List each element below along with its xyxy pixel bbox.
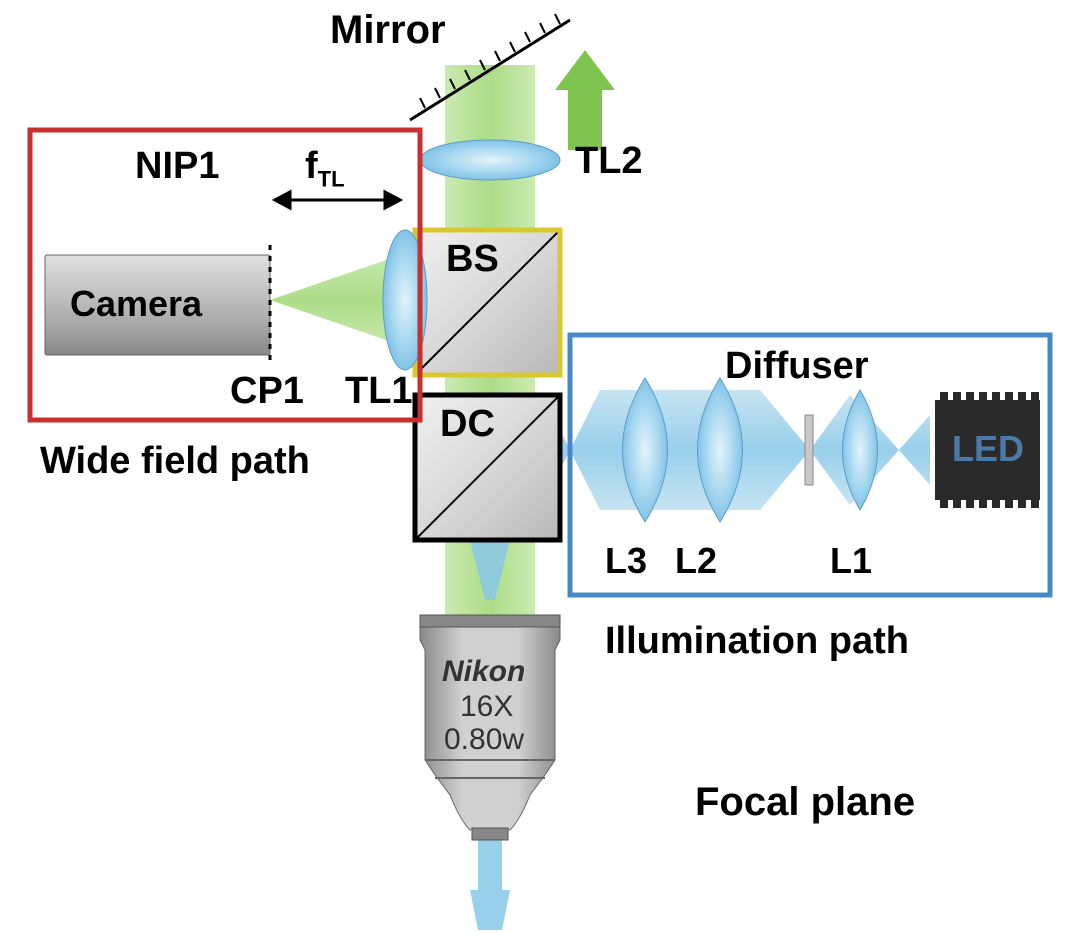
bs-label: BS <box>446 238 499 281</box>
diffuser-label: Diffuser <box>725 345 869 388</box>
tl2-label: TL2 <box>575 140 643 183</box>
tl1-label: TL1 <box>345 370 413 413</box>
camera-label: Camera <box>70 283 202 325</box>
dc-label: DC <box>440 403 495 446</box>
green-arrow-up <box>555 50 615 150</box>
l2-label: L2 <box>675 540 717 582</box>
illumination-label: Illumination path <box>605 620 909 663</box>
nip1-label: NIP1 <box>135 145 219 188</box>
l1-label: L1 <box>830 540 872 582</box>
cp1-label: CP1 <box>230 370 304 413</box>
optical-diagram: Mirror TL2 NIP1 fTL Camera CP1 TL1 BS DC… <box>0 0 1070 932</box>
objective-na-label: 0.80w <box>444 723 524 757</box>
focal-plane-label: Focal plane <box>695 780 915 825</box>
l3-label: L3 <box>605 540 647 582</box>
diffuser-plate <box>805 415 813 485</box>
led-label: LED <box>952 428 1024 470</box>
ftl-arrow <box>275 192 400 208</box>
mirror-label: Mirror <box>330 8 446 53</box>
tl2-lens <box>420 140 560 180</box>
widefield-label: Wide field path <box>40 440 310 483</box>
ftl-label: fTL <box>305 145 345 193</box>
objective-brand-label: Nikon <box>442 655 525 689</box>
objective-mag-label: 16X <box>460 690 513 724</box>
